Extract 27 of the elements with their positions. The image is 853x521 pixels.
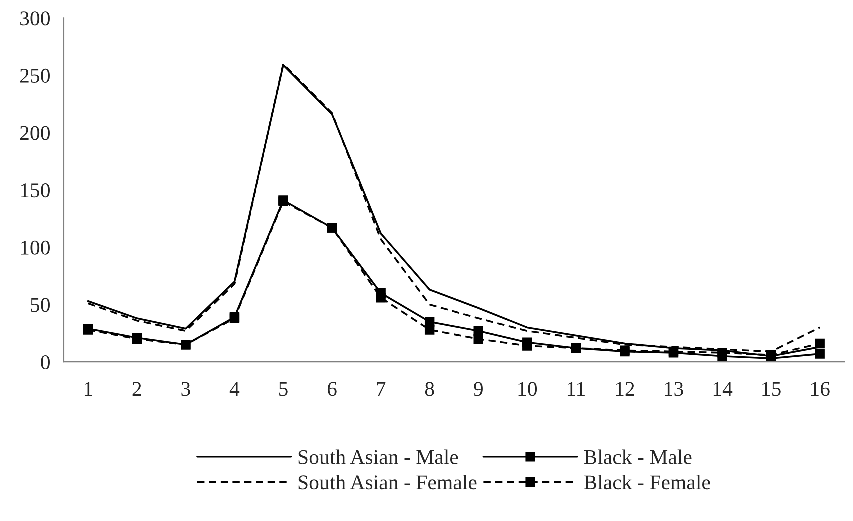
x-tick-label: 11 — [568, 382, 585, 396]
x-tick-label: 15 — [762, 382, 781, 396]
x-tick-label: 7 — [377, 382, 386, 396]
x-tick-label: 12 — [616, 382, 634, 396]
legend-label: Black - Female — [584, 475, 710, 490]
x-tick-label: 8 — [425, 382, 434, 396]
legend-label: South Asian - Male — [298, 450, 458, 464]
y-tick-label: 300 — [20, 12, 50, 26]
x-tick-label: 2 — [132, 382, 142, 396]
x-tick-label: 9 — [474, 382, 483, 396]
y-tick-label: 200 — [20, 126, 50, 140]
y-tick-label: 100 — [21, 240, 50, 255]
x-tick-label: 3 — [182, 382, 190, 396]
x-tick-label: 13 — [665, 382, 684, 396]
y-tick-label: 0 — [41, 355, 50, 370]
x-tick-label: 10 — [518, 382, 538, 396]
x-tick-label: 1 — [84, 382, 92, 396]
y-tick-label: 50 — [31, 298, 50, 312]
x-tick-label: 4 — [230, 382, 240, 396]
legend-label: South Asian - Female — [298, 475, 477, 490]
x-tick-label: 16 — [811, 382, 830, 396]
y-tick-label: 150 — [21, 184, 50, 198]
y-tick-label: 250 — [20, 68, 50, 83]
x-tick-label: 5 — [279, 382, 288, 396]
legend-label: Black - Male — [584, 450, 692, 464]
x-tick-label: 6 — [328, 382, 337, 396]
x-tick-label: 14 — [714, 382, 733, 396]
